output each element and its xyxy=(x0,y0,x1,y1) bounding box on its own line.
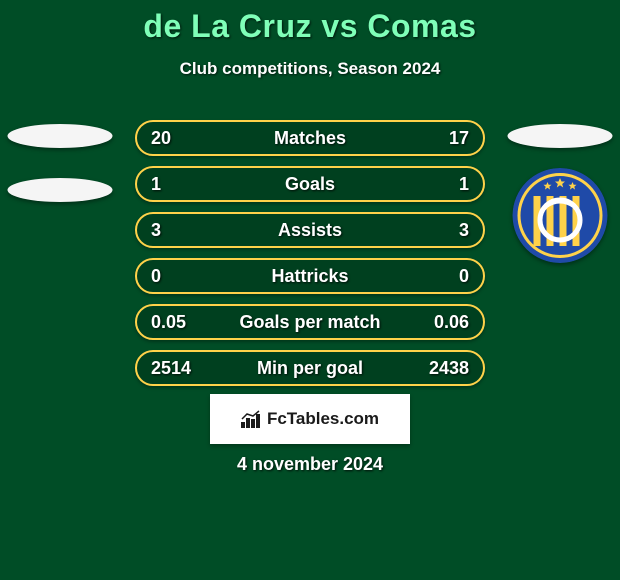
stat-left-value: 0 xyxy=(151,266,201,287)
date-label: 4 november 2024 xyxy=(0,454,620,475)
stat-label: Min per goal xyxy=(201,358,419,379)
stat-row: 0 Hattricks 0 xyxy=(135,258,485,294)
page-title: de La Cruz vs Comas xyxy=(0,8,620,45)
stat-right-value: 17 xyxy=(419,128,469,149)
stat-right-value: 0.06 xyxy=(419,312,469,333)
stat-label: Goals per match xyxy=(201,312,419,333)
stat-left-value: 20 xyxy=(151,128,201,149)
comparison-card: de La Cruz vs Comas Club competitions, S… xyxy=(0,0,620,580)
stats-table: 20 Matches 17 1 Goals 1 3 Assists 3 0 Ha… xyxy=(135,120,485,396)
stat-label: Hattricks xyxy=(201,266,419,287)
stat-row: 1 Goals 1 xyxy=(135,166,485,202)
stat-row: 0.05 Goals per match 0.06 xyxy=(135,304,485,340)
stat-left-value: 0.05 xyxy=(151,312,201,333)
player-right-avatar xyxy=(505,100,615,210)
club-badge-right xyxy=(513,168,608,263)
stat-right-value: 1 xyxy=(419,174,469,195)
branding-text: FcTables.com xyxy=(267,409,379,429)
branding-banner[interactable]: FcTables.com xyxy=(210,394,410,444)
player-left-avatar xyxy=(5,100,115,210)
stat-label: Assists xyxy=(201,220,419,241)
avatar-placeholder-shape xyxy=(8,124,113,148)
avatar-placeholder-shape xyxy=(508,124,613,148)
stat-right-value: 0 xyxy=(419,266,469,287)
stat-row: 3 Assists 3 xyxy=(135,212,485,248)
stat-label: Goals xyxy=(201,174,419,195)
stat-right-value: 3 xyxy=(419,220,469,241)
subtitle: Club competitions, Season 2024 xyxy=(0,59,620,79)
chart-icon xyxy=(241,410,261,428)
club-badge-svg xyxy=(513,168,608,263)
stat-left-value: 1 xyxy=(151,174,201,195)
avatar-placeholder-shape xyxy=(8,178,113,202)
stat-row: 2514 Min per goal 2438 xyxy=(135,350,485,386)
stat-label: Matches xyxy=(201,128,419,149)
stat-right-value: 2438 xyxy=(419,358,469,379)
stat-row: 20 Matches 17 xyxy=(135,120,485,156)
stat-left-value: 2514 xyxy=(151,358,201,379)
stat-left-value: 3 xyxy=(151,220,201,241)
